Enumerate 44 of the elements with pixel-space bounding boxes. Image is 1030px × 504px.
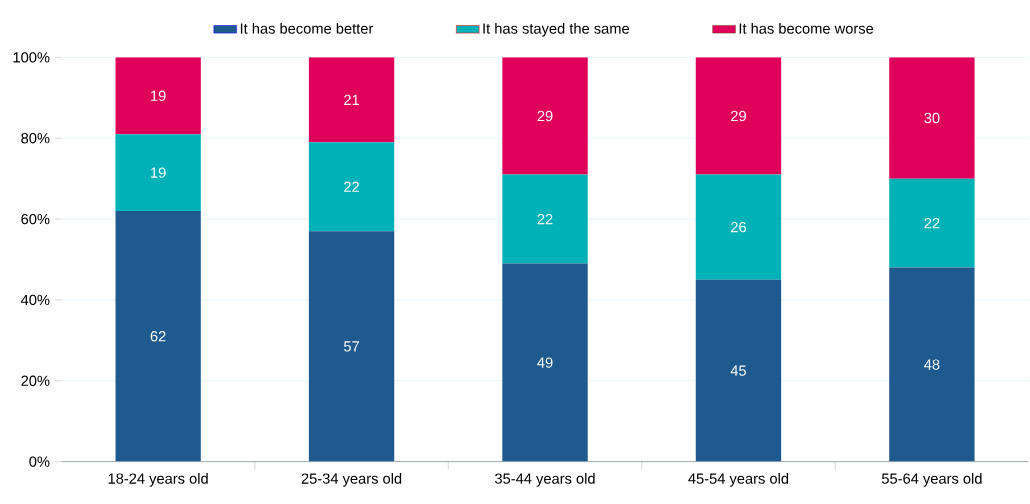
bar [502, 174, 588, 264]
bar [889, 178, 975, 268]
bar [308, 231, 395, 462]
bar [308, 142, 395, 232]
y-tick-label: 60% [21, 213, 50, 225]
bar [695, 174, 782, 280]
data-label: 62 [150, 330, 166, 342]
data-label: 48 [924, 359, 940, 370]
data-label: 29 [731, 110, 746, 122]
x-tick-label: 45-54 years old [688, 472, 789, 487]
data-label: 29 [537, 110, 553, 122]
data-label: 22 [924, 217, 940, 229]
bar [695, 279, 782, 462]
legend-label: It has become worse [739, 22, 874, 34]
y-tick-label: 80% [21, 132, 50, 144]
y-tick-label: 100% [13, 52, 50, 63]
data-label: 57 [343, 341, 359, 352]
y-tick-label: 0% [29, 456, 50, 467]
legend-label: It has stayed the same [483, 22, 630, 37]
y-tick-label: 40% [20, 294, 50, 305]
x-tick-label: 55-64 years old [881, 472, 982, 487]
bar [502, 57, 588, 175]
data-label: 21 [344, 94, 360, 105]
bar [889, 267, 975, 462]
bar [115, 134, 201, 211]
x-tick-label: 18-24 years old [108, 472, 208, 487]
bar [308, 57, 395, 143]
data-label: 19 [151, 90, 166, 101]
data-label: 30 [924, 112, 940, 124]
legend-label: It has become better [240, 22, 374, 34]
data-label: 19 [151, 167, 166, 178]
data-label: 49 [537, 357, 553, 368]
x-tick-label: 25-34 years old [301, 472, 402, 487]
x-tick-label: 35-44 years old [495, 472, 595, 487]
data-label: 22 [537, 213, 553, 225]
bar [695, 57, 782, 175]
data-label: 26 [731, 221, 746, 233]
y-tick-label: 20% [21, 375, 50, 386]
data-label: 45 [730, 365, 747, 376]
bar [502, 263, 588, 462]
data-label: 22 [344, 181, 359, 192]
bar [889, 57, 975, 179]
bar [115, 57, 201, 135]
bar [115, 210, 201, 462]
